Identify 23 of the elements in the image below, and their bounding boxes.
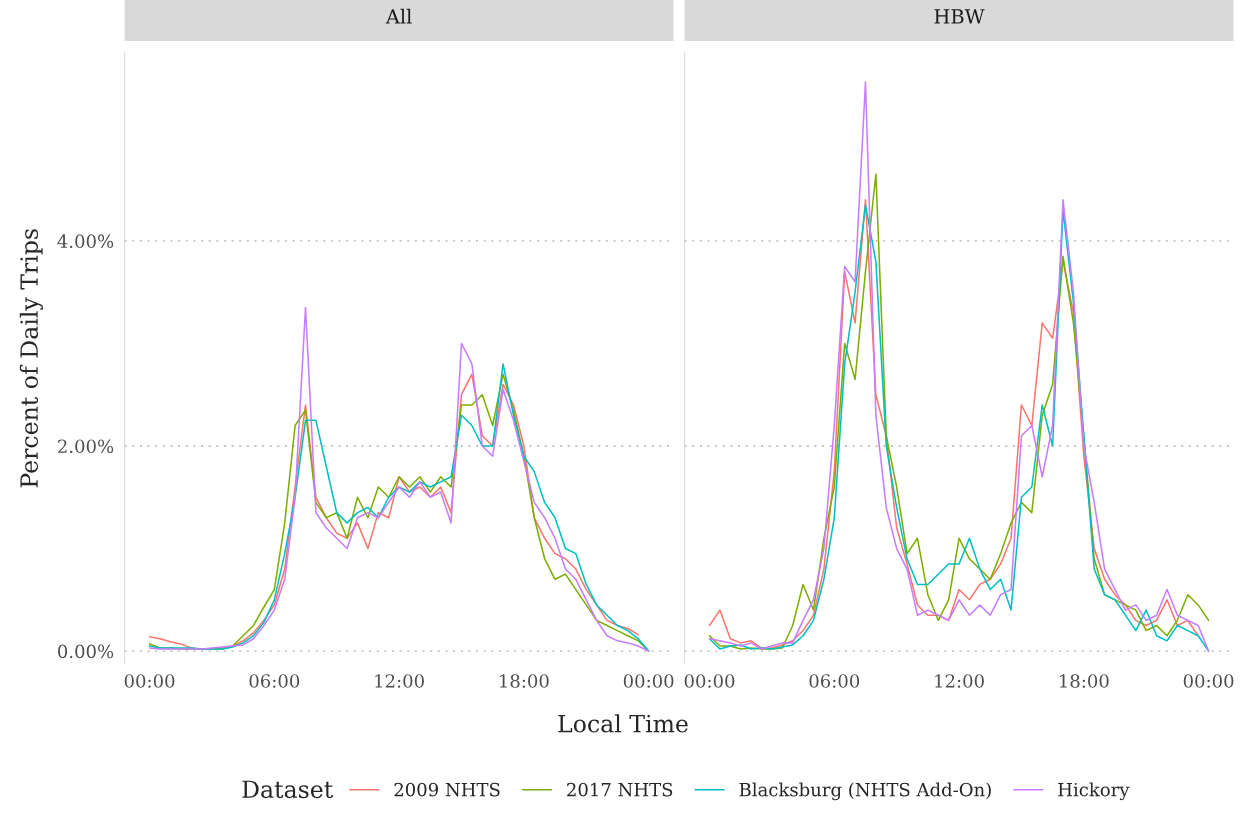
legend-label: Blacksburg (NHTS Add-On) (739, 782, 991, 801)
x-tick-label: 12:00 (375, 674, 424, 688)
legend-label: 2009 NHTS (394, 782, 500, 797)
chart-title: HBW (934, 9, 985, 24)
chart-title: All (385, 8, 412, 24)
x-tick-label: 00:00 (623, 674, 674, 688)
legend-title: Dataset (242, 780, 334, 799)
x-tick-label: 00:00 (1183, 674, 1234, 688)
x-tick-label: 12:00 (935, 674, 984, 688)
x-axis-title: Local Time (558, 714, 688, 733)
legend-label: Hickory (1058, 782, 1130, 801)
y-tick-label: 4.00% (57, 234, 114, 249)
x-tick-label: 06:00 (809, 674, 860, 688)
x-tick-label: 00:00 (684, 674, 735, 688)
y-axis-title: Percent of Daily Trips (19, 229, 43, 488)
y-tick-label: 2.00% (58, 439, 114, 454)
x-tick-label: 18:00 (500, 674, 549, 688)
line-series (148, 306, 650, 652)
x-tick-label: 06:00 (249, 674, 300, 688)
y-tick-label: 0.00% (58, 644, 114, 659)
x-tick-label: 00:00 (124, 674, 175, 688)
legend-label: 2017 NHTS (567, 782, 673, 797)
x-tick-label: 18:00 (1060, 674, 1109, 688)
